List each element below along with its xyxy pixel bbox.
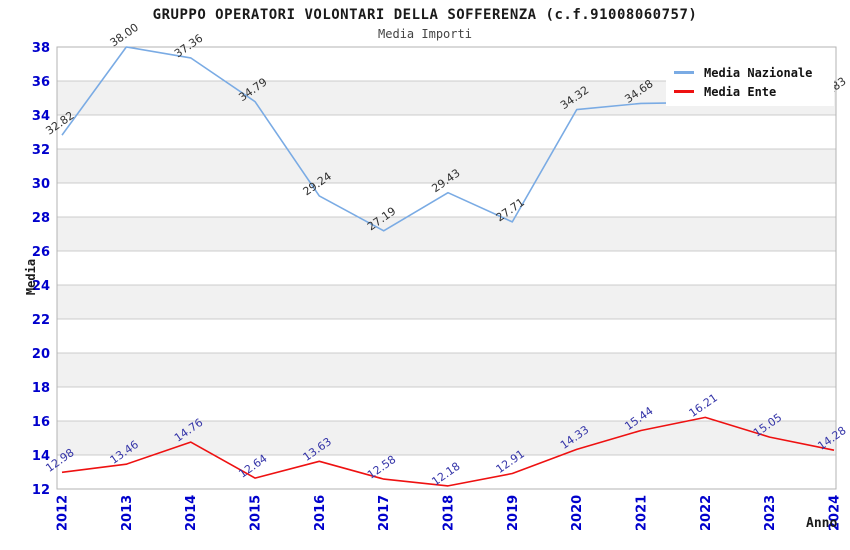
y-tick-label: 32 — [32, 143, 50, 158]
x-tick-label: 2016 — [313, 495, 328, 531]
plot-border — [56, 46, 837, 490]
chart-legend: Media Nazionale Media Ente — [666, 58, 834, 106]
red-line-swatch-icon — [674, 90, 694, 93]
plot-band — [57, 455, 836, 489]
x-tick-label: 2021 — [635, 495, 650, 531]
plot-band — [57, 285, 836, 319]
x-tick-label: 2014 — [184, 495, 199, 531]
y-tick-label: 24 — [32, 279, 50, 294]
legend-item-media-nazionale: Media Nazionale — [674, 63, 834, 82]
chart-title: GRUPPO OPERATORI VOLONTARI DELLA SOFFERE… — [152, 7, 698, 23]
y-tick-label: 36 — [32, 75, 50, 90]
y-tick-label: 22 — [32, 313, 50, 328]
x-tick-label: 2024 — [828, 495, 843, 531]
y-axis-title: Media — [24, 258, 38, 296]
y-tick-label: 34 — [32, 109, 50, 124]
legend-item-media-ente: Media Ente — [674, 82, 834, 101]
x-tick-label: 2020 — [570, 495, 585, 531]
x-tick-label: 2018 — [442, 495, 457, 531]
plot-band — [57, 217, 836, 251]
plot-band — [57, 115, 836, 149]
y-tick-label: 14 — [32, 449, 50, 464]
y-tick-label: 28 — [32, 211, 50, 226]
x-tick-label: 2017 — [377, 495, 392, 531]
plot-band — [57, 319, 836, 353]
y-tick-label: 30 — [32, 177, 50, 192]
plot-band — [57, 421, 836, 455]
x-axis-title: Anno — [806, 516, 838, 531]
legend-label: Media Nazionale — [704, 65, 813, 80]
plot-band — [57, 149, 836, 183]
legend-label: Media Ente — [704, 84, 777, 99]
plot-band — [57, 353, 836, 387]
y-tick-label: 26 — [32, 245, 50, 260]
y-tick-label: 16 — [32, 415, 50, 430]
chart-subtitle: Media Importi — [378, 27, 472, 41]
plot-band — [57, 251, 836, 285]
y-tick-label: 18 — [32, 381, 50, 396]
y-tick-label: 20 — [32, 347, 50, 362]
y-tick-label: 38 — [32, 41, 50, 56]
x-tick-label: 2013 — [120, 495, 135, 531]
plot-band — [57, 183, 836, 217]
plot-band — [57, 387, 836, 421]
y-tick-label: 12 — [32, 483, 50, 498]
x-tick-label: 2023 — [763, 495, 778, 531]
x-tick-label: 2022 — [699, 495, 714, 531]
blue-line-swatch-icon — [674, 71, 694, 74]
x-tick-label: 2015 — [249, 495, 264, 531]
x-tick-label: 2012 — [56, 495, 71, 531]
x-tick-label: 2019 — [506, 495, 521, 531]
series-line-media-ente — [61, 416, 835, 487]
